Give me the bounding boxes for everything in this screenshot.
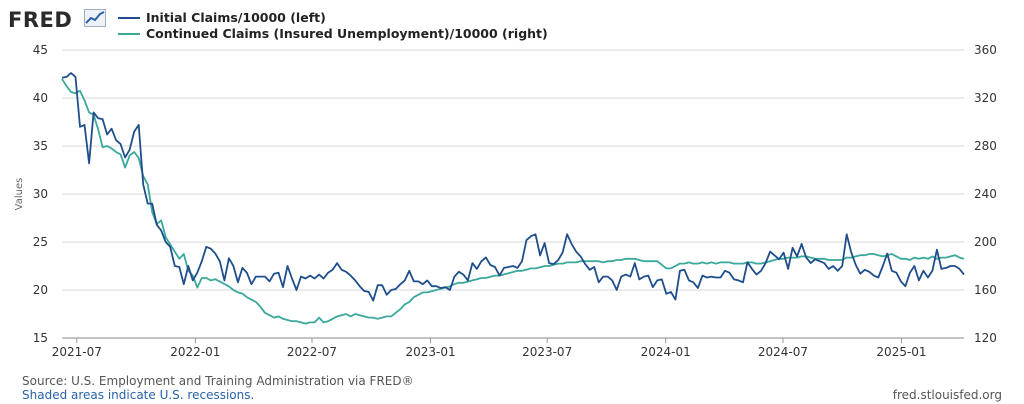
x-tick-label: 2023-01 bbox=[405, 345, 455, 359]
series-line-continued-claims bbox=[61, 78, 965, 325]
x-tick-label: 2023-07 bbox=[522, 345, 572, 359]
series-line-initial-claims bbox=[61, 72, 965, 302]
left-tick-label: 25 bbox=[33, 235, 48, 249]
x-tick-label: 2022-07 bbox=[287, 345, 337, 359]
right-tick-label: 320 bbox=[974, 91, 997, 105]
left-tick-label: 35 bbox=[33, 139, 48, 153]
right-tick-label: 160 bbox=[974, 283, 997, 297]
legend-swatch-initial-claims bbox=[118, 17, 140, 19]
x-tick-label: 2022-01 bbox=[170, 345, 220, 359]
x-tick-label: 2021-07 bbox=[52, 345, 102, 359]
x-tick-label: 2024-01 bbox=[641, 345, 691, 359]
left-tick-label: 45 bbox=[33, 43, 48, 57]
legend-label-initial-claims: Initial Claims/10000 (left) bbox=[146, 10, 326, 25]
x-tick-label: 2025-01 bbox=[876, 345, 926, 359]
right-tick-label: 200 bbox=[974, 235, 997, 249]
right-tick-label: 120 bbox=[974, 331, 997, 345]
right-tick-label: 280 bbox=[974, 139, 997, 153]
source-note: Source: U.S. Employment and Training Adm… bbox=[22, 374, 414, 388]
chart-area[interactable]: 15 20 25 30 35 40 45 120 160 200 240 280 320 360 2021-… bbox=[0, 40, 1024, 360]
left-tick-label: 30 bbox=[33, 187, 48, 201]
left-tick-label: 20 bbox=[33, 283, 48, 297]
chart-line-icon bbox=[84, 9, 106, 27]
x-tick-label: 2024-07 bbox=[758, 345, 808, 359]
y-axis-title: Values bbox=[14, 178, 25, 211]
recession-note-link[interactable]: Shaded areas indicate U.S. recessions. bbox=[22, 388, 255, 402]
fred-logo[interactable]: FRED bbox=[8, 8, 73, 32]
left-tick-label: 15 bbox=[33, 331, 48, 345]
line-chart[interactable]: 15 20 25 30 35 40 45 120 160 200 240 280 320 360 2021-… bbox=[0, 40, 1024, 360]
legend-label-continued-claims: Continued Claims (Insured Unemployment)/… bbox=[146, 26, 548, 41]
right-tick-label: 360 bbox=[974, 43, 997, 57]
legend-swatch-continued-claims bbox=[118, 33, 140, 35]
left-tick-label: 40 bbox=[33, 91, 48, 105]
fred-header: FRED Initial Claims/10000 (left) Continu… bbox=[8, 6, 1008, 46]
right-tick-label: 240 bbox=[974, 187, 997, 201]
fred-url-link[interactable]: fred.stlouisfed.org bbox=[892, 388, 1002, 402]
